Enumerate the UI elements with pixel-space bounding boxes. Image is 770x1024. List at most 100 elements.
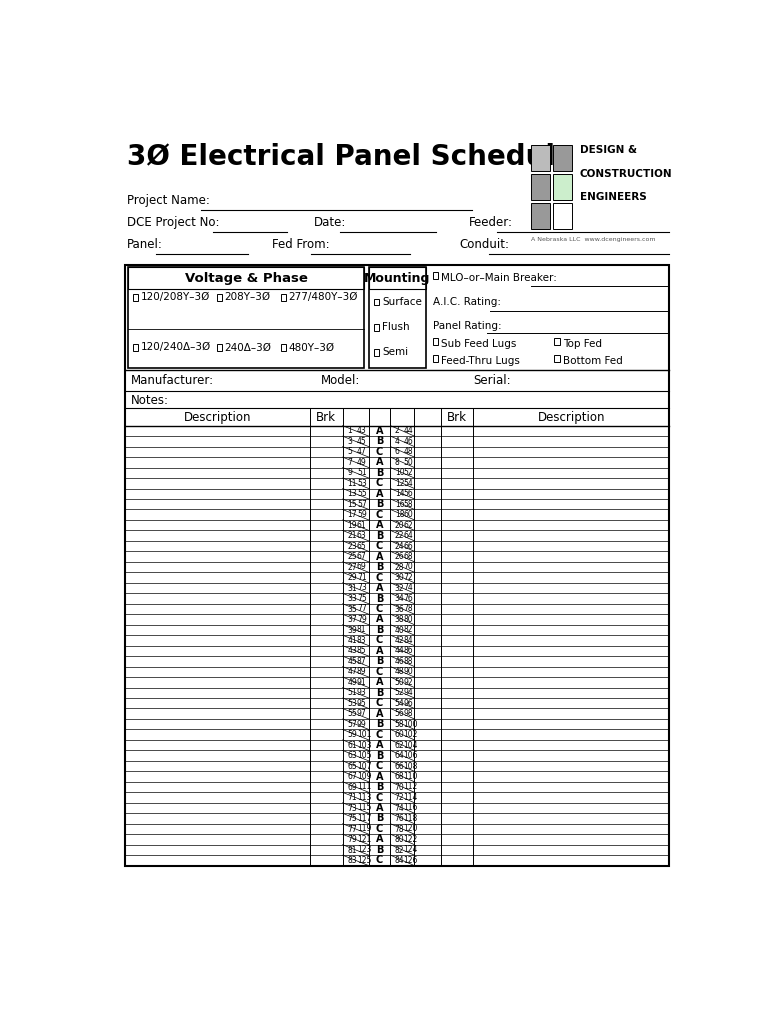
Text: 60: 60 (395, 730, 404, 739)
Text: 48: 48 (403, 447, 413, 457)
Text: B: B (376, 751, 383, 761)
Text: 105: 105 (357, 751, 371, 760)
Text: 23: 23 (347, 542, 357, 551)
Text: C: C (376, 793, 383, 803)
Text: 49: 49 (347, 678, 357, 687)
Text: Date:: Date: (314, 216, 346, 229)
Text: Brk: Brk (447, 412, 467, 425)
Text: B: B (376, 594, 383, 603)
Text: 39: 39 (347, 626, 357, 635)
Text: 54: 54 (403, 478, 413, 487)
Text: 3Ø Electrical Panel Schedule: 3Ø Electrical Panel Schedule (127, 142, 574, 171)
Text: Mounting: Mounting (364, 271, 430, 285)
Bar (129, 267, 364, 289)
Bar (554, 338, 560, 345)
Text: C: C (376, 636, 383, 645)
Text: Flush: Flush (382, 322, 410, 332)
Text: 54: 54 (395, 698, 404, 708)
Bar (373, 299, 379, 305)
Text: B: B (376, 468, 383, 478)
Text: 38: 38 (395, 615, 404, 624)
Text: 68: 68 (403, 552, 413, 561)
Text: 86: 86 (403, 646, 413, 655)
Text: 122: 122 (403, 835, 418, 844)
Bar (373, 324, 379, 331)
Text: 110: 110 (403, 772, 418, 781)
Bar (125, 265, 669, 865)
Text: 61: 61 (357, 520, 367, 529)
Text: A Nebraska LLC  www.dcengineers.com: A Nebraska LLC www.dcengineers.com (531, 238, 655, 243)
Text: 69: 69 (357, 562, 367, 571)
Text: 103: 103 (357, 740, 371, 750)
Text: A: A (376, 488, 383, 499)
Text: 72: 72 (403, 573, 413, 582)
Text: 53: 53 (357, 478, 367, 487)
Text: 93: 93 (357, 688, 367, 697)
Text: 113: 113 (357, 793, 371, 802)
Text: 52: 52 (395, 688, 404, 697)
Text: 63: 63 (347, 752, 357, 760)
Text: Sub Feed Lugs: Sub Feed Lugs (441, 339, 517, 349)
Text: B: B (376, 500, 383, 509)
Text: Panel Rating:: Panel Rating: (433, 321, 501, 331)
Text: 47: 47 (347, 668, 357, 677)
Text: 9: 9 (347, 468, 352, 477)
Text: 8: 8 (395, 458, 400, 467)
Bar (531, 174, 551, 200)
Text: 108: 108 (403, 762, 418, 770)
Text: 56: 56 (403, 489, 413, 498)
Text: 80: 80 (403, 614, 413, 624)
Text: 50: 50 (403, 458, 413, 467)
Text: 63: 63 (357, 531, 367, 540)
Text: 46: 46 (395, 657, 404, 666)
Text: 47: 47 (357, 447, 367, 457)
Text: 112: 112 (403, 782, 418, 792)
Text: 57: 57 (347, 720, 357, 729)
Text: B: B (376, 656, 383, 667)
Text: 69: 69 (347, 782, 357, 792)
Text: Feeder:: Feeder: (469, 216, 514, 229)
Text: 115: 115 (357, 804, 371, 812)
Text: 48: 48 (395, 668, 404, 677)
Text: Project Name:: Project Name: (127, 195, 210, 207)
Text: 7: 7 (347, 458, 352, 467)
Text: 240Δ–3Ø: 240Δ–3Ø (225, 342, 272, 352)
Text: C: C (376, 510, 383, 520)
Text: 70: 70 (395, 782, 404, 792)
Text: 44: 44 (395, 646, 404, 655)
Text: Model:: Model: (321, 374, 360, 387)
Text: B: B (376, 625, 383, 635)
Text: 109: 109 (357, 772, 371, 781)
Text: C: C (376, 541, 383, 551)
Text: 4: 4 (395, 437, 400, 446)
Text: 55: 55 (357, 489, 367, 498)
Text: 104: 104 (403, 740, 418, 750)
Text: 78: 78 (395, 824, 404, 834)
Text: 89: 89 (357, 668, 367, 676)
Text: 28: 28 (395, 562, 404, 571)
Text: A: A (376, 835, 383, 845)
Text: 57: 57 (357, 500, 367, 509)
Text: 95: 95 (357, 698, 367, 708)
Bar (280, 344, 286, 351)
Text: B: B (376, 845, 383, 855)
Text: 71: 71 (357, 573, 367, 582)
Text: 277/480Y–3Ø: 277/480Y–3Ø (288, 292, 358, 302)
Text: Serial:: Serial: (474, 374, 511, 387)
Text: 64: 64 (395, 752, 404, 760)
Text: 90: 90 (403, 668, 413, 676)
Text: 51: 51 (347, 688, 357, 697)
Text: 99: 99 (357, 720, 367, 729)
Text: 11: 11 (347, 479, 357, 487)
Text: 71: 71 (347, 794, 357, 802)
Text: 125: 125 (357, 856, 371, 865)
Text: A: A (376, 740, 383, 751)
Text: A: A (376, 772, 383, 781)
Text: 64: 64 (403, 531, 413, 540)
Text: C: C (376, 572, 383, 583)
Text: 101: 101 (357, 730, 371, 739)
Text: 49: 49 (357, 458, 367, 467)
Text: C: C (376, 446, 383, 457)
Text: 208Y–3Ø: 208Y–3Ø (225, 292, 271, 302)
Text: 68: 68 (395, 772, 404, 781)
